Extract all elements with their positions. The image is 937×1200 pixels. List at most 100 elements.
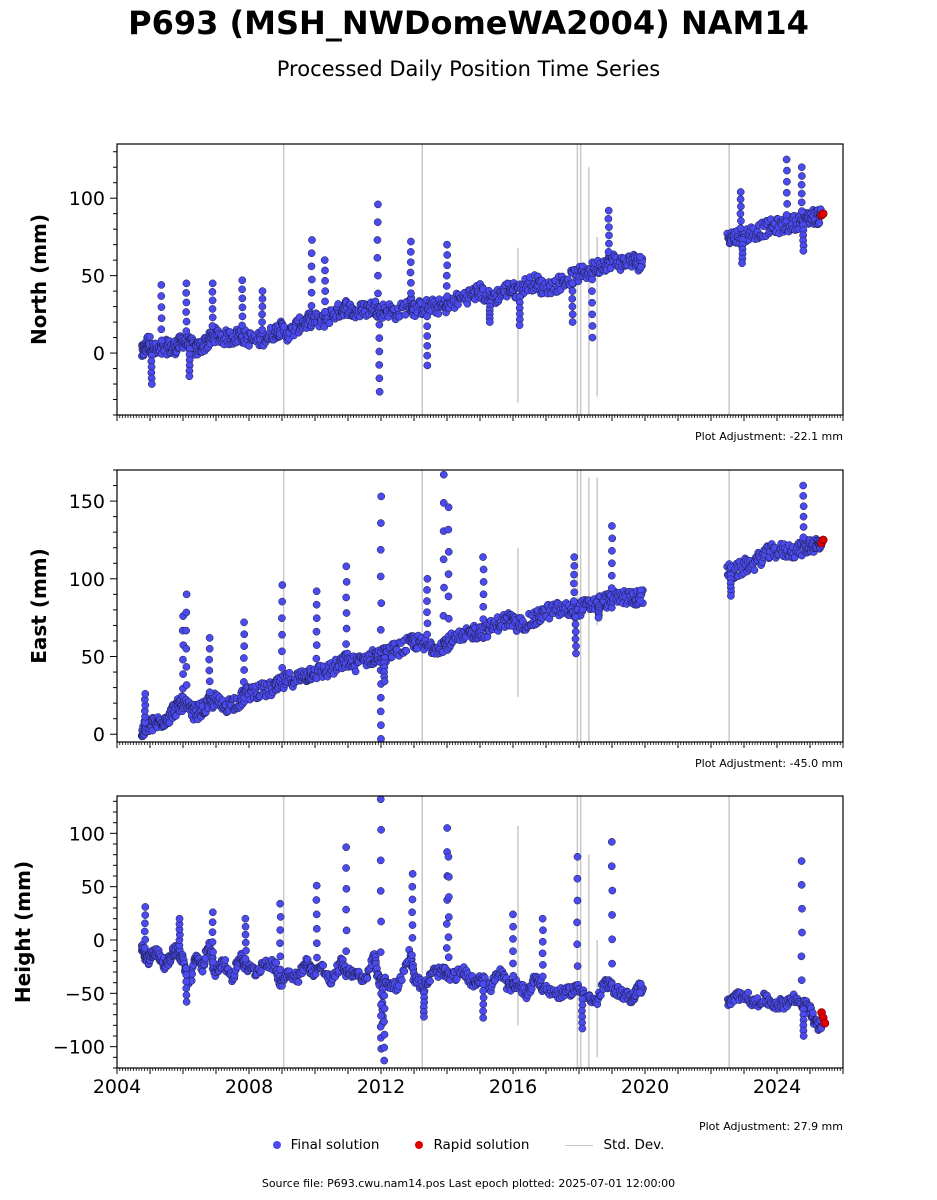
final-solution-point: [408, 908, 416, 917]
source-footer: Source file: P693.cwu.nam14.pos Last epo…: [261, 1177, 676, 1190]
final-solution-point: [397, 976, 406, 985]
final-solution-point: [157, 314, 166, 323]
final-solution-point: [312, 641, 321, 649]
final-solution-point: [798, 904, 806, 913]
final-solution-point: [570, 553, 579, 561]
final-solution-point: [342, 562, 351, 571]
final-solution-point: [321, 297, 329, 306]
final-solution-point: [342, 926, 351, 935]
final-solution-point: [408, 951, 416, 960]
final-solution-point: [375, 361, 384, 369]
final-solution-point: [242, 946, 250, 955]
final-solution-point: [479, 615, 488, 624]
std-dev-line-icon: [565, 1144, 594, 1146]
y-tick-label: −100: [53, 1037, 105, 1059]
final-solution-point: [454, 300, 462, 309]
final-solution-point: [423, 574, 432, 583]
final-solution-point: [569, 597, 578, 605]
final-solution-point: [312, 924, 321, 933]
final-solution-point: [312, 600, 321, 609]
final-solution-point: [375, 334, 384, 342]
final-solution-point: [571, 620, 580, 629]
final-solution-point: [815, 218, 824, 227]
x-tick-label: 2012: [357, 1076, 405, 1098]
final-solution-point: [636, 252, 645, 261]
rapid-solution-point: [820, 1018, 830, 1028]
final-solution-point: [342, 843, 350, 852]
final-solution-point: [406, 248, 415, 256]
final-solution-point: [238, 285, 246, 294]
final-solution-point: [272, 958, 281, 967]
final-solution-point: [568, 287, 577, 295]
final-solution-point: [423, 341, 432, 350]
final-solution-point: [377, 492, 386, 501]
final-solution-point: [479, 1007, 487, 1015]
rapid-solution-point: [818, 535, 828, 545]
final-solution-point: [606, 264, 615, 273]
final-solution-point: [444, 913, 453, 921]
final-solution-point: [605, 231, 613, 240]
final-solution-point: [325, 319, 334, 328]
final-solution-point: [258, 287, 267, 295]
final-solution-point: [342, 609, 351, 617]
final-solution-point: [509, 922, 517, 931]
final-solution-point: [182, 279, 191, 288]
final-solution-point: [182, 608, 191, 617]
final-solution-point: [727, 592, 735, 600]
final-solution-point: [797, 976, 806, 985]
final-solution-point: [479, 565, 488, 574]
final-solution-point: [380, 1056, 389, 1065]
final-solution-point: [380, 677, 389, 686]
final-solution-point: [239, 678, 248, 686]
chart-subtitle: Processed Daily Position Time Series: [276, 57, 661, 81]
final-solution-point: [374, 200, 382, 209]
final-solution-point: [443, 824, 451, 832]
legend: Final solution Rapid solution Std. Dev.: [0, 1137, 937, 1153]
final-solution-point: [509, 971, 518, 980]
final-solution-point: [320, 256, 329, 264]
final-solution-point: [312, 587, 321, 596]
final-solution-point: [182, 317, 191, 326]
final-solution-point: [376, 625, 385, 634]
final-solution-point: [407, 237, 415, 246]
final-solution-point: [307, 249, 316, 258]
final-solution-point: [445, 873, 453, 881]
final-solution-point: [799, 1032, 808, 1040]
final-solution-point: [799, 247, 808, 255]
final-solution-point: [342, 884, 351, 893]
final-solution-point: [515, 321, 524, 330]
final-solution-point: [312, 627, 321, 636]
final-solution-point: [570, 588, 579, 597]
final-solution-point: [608, 911, 616, 919]
x-tick-label: 2024: [753, 1076, 801, 1098]
final-solution-point: [423, 332, 432, 340]
rapid-solution-marker-icon: [415, 1141, 424, 1149]
final-solution-point: [285, 668, 294, 677]
final-solution-point: [208, 322, 217, 330]
final-solution-point: [736, 224, 745, 232]
final-solution-point: [423, 619, 432, 628]
final-solution-point: [479, 553, 487, 561]
final-solution-point: [182, 998, 191, 1006]
final-solution-point: [408, 921, 417, 929]
final-solution-point: [423, 361, 432, 370]
final-solution-point: [377, 721, 385, 730]
final-solution-point: [568, 295, 577, 303]
final-solution-point: [799, 481, 808, 490]
final-solution-point: [538, 937, 547, 946]
final-solution-point: [208, 288, 217, 296]
final-solution-point: [588, 322, 597, 330]
final-solution-point: [573, 874, 582, 883]
final-solution-point: [205, 677, 214, 686]
final-solution-point: [588, 333, 597, 342]
final-solution-point: [278, 647, 286, 656]
chart-title: P693 (MSH_NWDomeWA2004) NAM14: [128, 4, 809, 42]
final-solution-point: [276, 952, 285, 961]
final-solution-point: [208, 928, 217, 937]
final-solution-point: [182, 991, 191, 999]
final-solution-point: [140, 927, 149, 936]
y-tick-label: 150: [69, 491, 105, 513]
final-solution-point: [485, 318, 494, 326]
x-tick-label: 2020: [621, 1076, 669, 1098]
final-solution-point: [377, 917, 385, 926]
